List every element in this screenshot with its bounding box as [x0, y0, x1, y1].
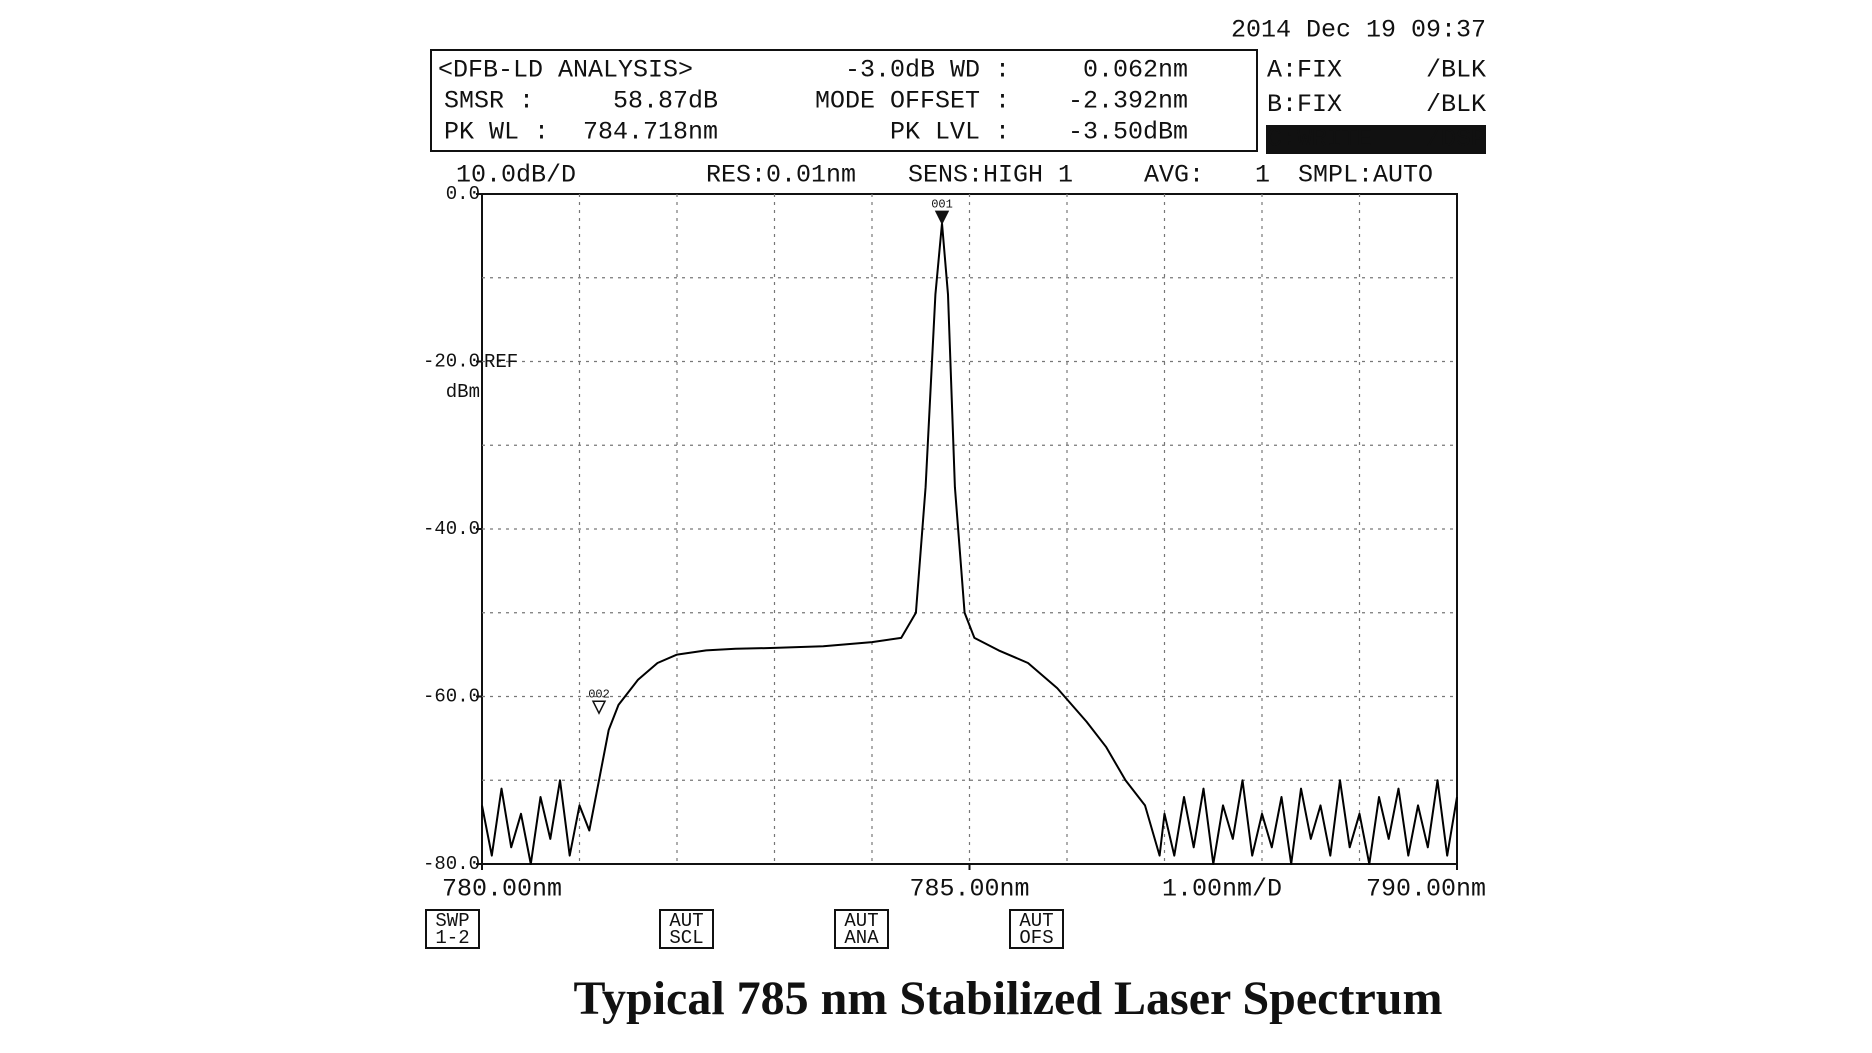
- soft-button-label: AUT: [669, 910, 703, 932]
- trace-display: /BLK: [1426, 56, 1486, 85]
- analysis-heading: <DFB-LD ANALYSIS>: [438, 56, 693, 85]
- soft-button-label: OFS: [1019, 927, 1053, 949]
- marker-label: 002: [588, 687, 610, 701]
- soft-button-label: SCL: [669, 927, 703, 949]
- soft-button-label: AUT: [1019, 910, 1053, 932]
- trace-mode: B:FIX: [1267, 90, 1342, 119]
- ref-label: REF: [484, 351, 518, 373]
- analysis-value: -3.50dBm: [1068, 118, 1188, 147]
- soft-button-label: 1-2: [435, 927, 469, 949]
- analysis-value: 58.87dB: [613, 87, 718, 116]
- setting: 10.0dB/D: [456, 161, 576, 190]
- marker: [591, 700, 607, 715]
- marker-label: 001: [931, 197, 953, 211]
- analysis-label: SMSR :: [444, 87, 534, 116]
- soft-button: [834, 909, 889, 949]
- x-tick-label: 785.00nm: [909, 875, 1029, 904]
- soft-button: [1009, 909, 1064, 949]
- soft-button-label: SWP: [435, 910, 469, 932]
- trace-display: /BLK: [1426, 90, 1486, 119]
- analysis-value: 0.062nm: [1083, 56, 1188, 85]
- setting: 1: [1255, 161, 1270, 190]
- chart-title: Typical 785 nm Stabilized Laser Spectrum: [574, 972, 1443, 1025]
- trace-mode: C:WRITE: [1267, 125, 1372, 154]
- timestamp: 2014 Dec 19 09:37: [1231, 16, 1486, 45]
- analysis-label: PK LVL :: [890, 118, 1010, 147]
- setting: SENS:HIGH 1: [908, 161, 1073, 190]
- y-tick-label: -20.0: [423, 351, 480, 373]
- setting: SMPL:AUTO: [1298, 161, 1433, 190]
- y-tick-label: 0.0: [446, 183, 480, 205]
- active-trace-highlight: [1266, 125, 1486, 154]
- analysis-label: -3.0dB WD :: [845, 56, 1010, 85]
- y-tick-label: -60.0: [423, 686, 480, 708]
- soft-button-label: AUT: [844, 910, 878, 932]
- x-tick-label: 790.00nm: [1366, 875, 1486, 904]
- trace-mode: A:FIX: [1267, 56, 1342, 85]
- y-tick-label: -40.0: [423, 518, 480, 540]
- trace-display: /DSP: [1426, 125, 1486, 154]
- analysis-value: 784.718nm: [583, 118, 718, 147]
- analysis-label: PK WL :: [444, 118, 549, 147]
- soft-button: [659, 909, 714, 949]
- y-tick-label: -80.0: [423, 853, 480, 875]
- x-scale: 1.00nm/D: [1162, 875, 1282, 904]
- analysis-value: -2.392nm: [1068, 87, 1188, 116]
- y-unit: dBm: [446, 381, 480, 403]
- soft-button: [425, 909, 480, 949]
- analysis-box: [430, 49, 1258, 152]
- setting: AVG:: [1144, 161, 1204, 190]
- soft-button-label: ANA: [844, 927, 879, 949]
- spectrum-trace: [481, 222, 1458, 865]
- marker: [934, 210, 950, 225]
- setting: RES:0.01nm: [706, 161, 856, 190]
- analysis-label: MODE OFFSET :: [815, 87, 1010, 116]
- x-tick-label: 780.00nm: [442, 875, 562, 904]
